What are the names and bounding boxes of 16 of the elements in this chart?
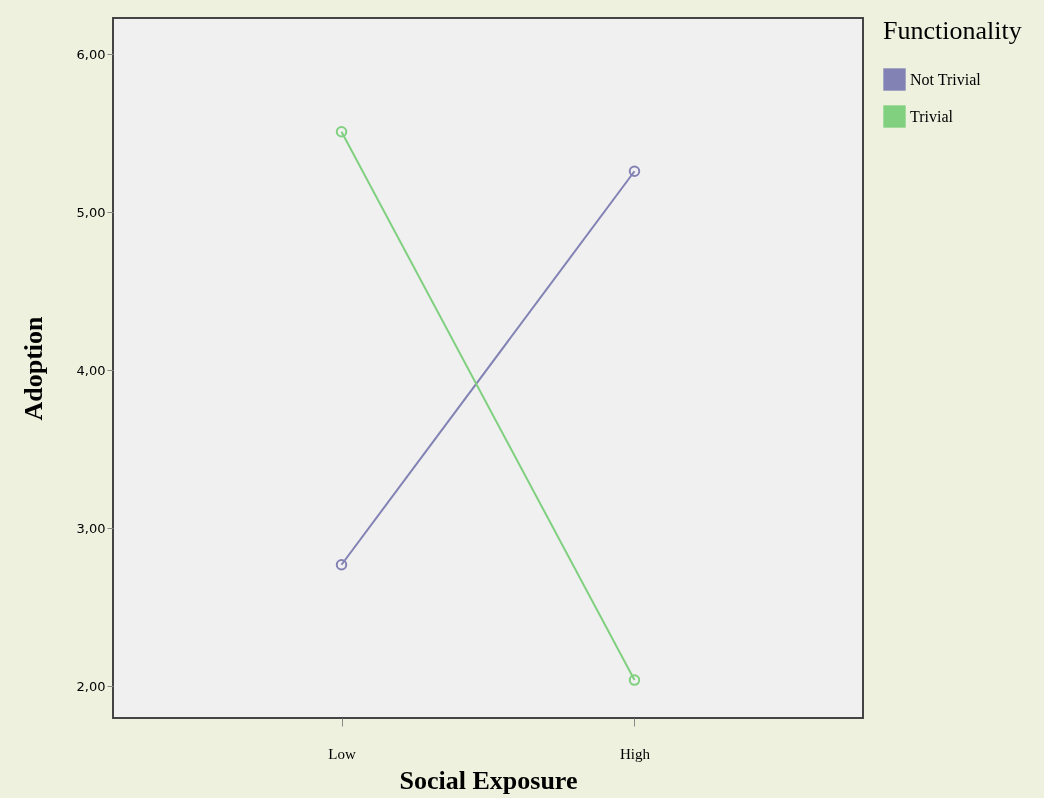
y-tick-label: 2,00 (76, 678, 106, 694)
point (335, 558, 348, 571)
point (628, 165, 641, 178)
y-tick-label: 6,00 (76, 46, 106, 62)
y-tick-label: 5,00 (76, 204, 106, 220)
legend-label: Trivial (910, 107, 954, 125)
y-tick-label: 4,00 (76, 362, 106, 378)
y-tick-label: 3,00 (76, 520, 106, 536)
legend-label: Not Trivial (910, 70, 982, 88)
point (335, 126, 348, 138)
y-axis-title: Adoption (18, 315, 48, 421)
x-axis-title: Social Exposure (399, 765, 578, 795)
x-tick-label: High (619, 745, 651, 762)
legend-title: Functionality (883, 16, 1022, 45)
point (628, 674, 641, 686)
x-tick-label: Low (328, 745, 356, 762)
